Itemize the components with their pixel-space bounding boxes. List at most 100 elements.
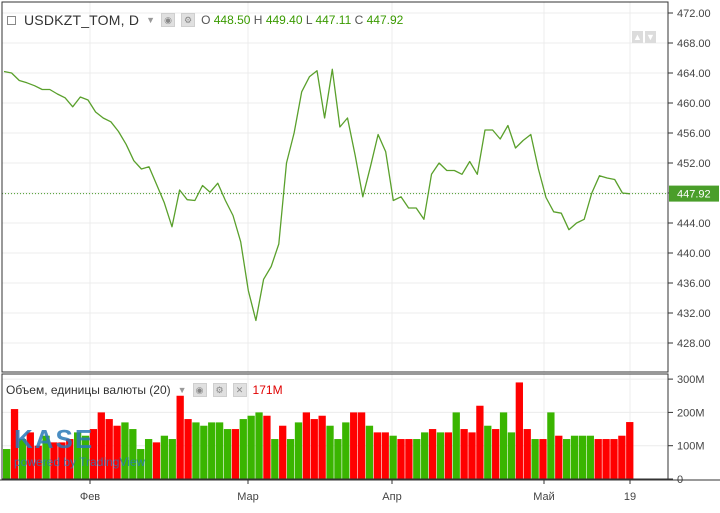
volume-bar[interactable] [129,429,137,479]
volume-bar[interactable] [58,442,66,479]
volume-bar[interactable] [452,412,460,479]
volume-bar[interactable] [523,429,531,479]
volume-bar[interactable] [176,395,184,479]
volume-bar[interactable] [318,415,326,479]
volume-bar[interactable] [279,425,287,479]
volume-bar[interactable] [499,412,508,479]
volume-bar[interactable] [570,435,579,479]
chevron-down-icon[interactable]: ▼ [177,385,187,395]
volume-bar[interactable] [515,382,523,479]
volume-bar[interactable] [578,435,587,479]
volume-bar[interactable] [286,439,295,479]
volume-bar[interactable] [594,439,602,479]
volume-bar[interactable] [626,422,634,479]
volume-bar[interactable] [334,439,342,479]
powered-by-label[interactable]: powered by TradingView [14,455,146,469]
volume-bar[interactable] [231,429,240,479]
volume-bar[interactable] [66,439,74,479]
volume-bar[interactable] [18,439,27,479]
volume-bar[interactable] [192,422,200,479]
volume-bar[interactable] [294,422,303,479]
volume-bar[interactable] [208,422,216,479]
settings-icon[interactable]: ⚙ [212,383,227,397]
volume-bar[interactable] [137,449,145,479]
volume-bar[interactable] [73,432,82,479]
volume-bar[interactable] [602,439,610,479]
volume-bar[interactable] [555,435,563,479]
volume-bar[interactable] [492,429,500,479]
volume-bar[interactable] [239,419,247,479]
volume-bar[interactable] [342,422,350,479]
volume-bar[interactable] [444,432,452,479]
price-tick-label: 472.00 [677,8,711,20]
time-tick-label: Апр [382,491,401,503]
volume-bar[interactable] [484,425,492,479]
volume-bar[interactable] [223,429,232,479]
volume-bar[interactable] [160,435,169,479]
volume-bar[interactable] [50,442,58,479]
volume-bar[interactable] [468,432,476,479]
eye-icon[interactable]: ◉ [192,383,207,397]
symbol-square-icon[interactable] [7,16,16,25]
volume-tick-label: 200M [677,407,705,419]
arrow-up-icon[interactable]: ▲ [632,31,643,43]
volume-bar[interactable] [413,439,421,479]
volume-bar[interactable] [184,419,192,479]
price-line-series[interactable] [3,68,631,322]
volume-bar[interactable] [168,439,176,479]
volume-bar[interactable] [326,425,334,479]
volume-bar[interactable] [144,439,153,479]
volume-bar[interactable] [531,439,539,479]
chevron-down-icon[interactable]: ▼ [146,15,156,25]
volume-bar[interactable] [547,412,555,479]
volume-bar[interactable] [436,432,445,479]
volume-title[interactable]: Объем, единицы валюты (20) [6,383,171,397]
volume-bar[interactable] [476,405,484,479]
volume-bar[interactable] [357,412,366,479]
volume-bar[interactable] [381,432,389,479]
volume-bar[interactable] [10,409,19,479]
volume-bar[interactable] [247,415,255,479]
volume-bar[interactable] [389,435,397,479]
volume-bar[interactable] [405,439,413,479]
settings-icon[interactable]: ⚙ [181,13,196,27]
volume-bar[interactable] [215,422,224,479]
volume-bar[interactable] [563,439,571,479]
volume-bar[interactable] [365,425,374,479]
volume-bar[interactable] [539,439,547,479]
volume-bar[interactable] [271,439,279,479]
volume-bar[interactable] [350,412,358,479]
volume-bar[interactable] [263,415,271,479]
volume-bar[interactable] [507,432,516,479]
volume-bar[interactable] [26,432,34,479]
volume-bar[interactable] [421,432,429,479]
symbol-label[interactable]: USDKZT_TOM, D [24,12,140,28]
volume-bar[interactable] [200,425,208,479]
volume-bar[interactable] [586,435,594,479]
volume-bar[interactable] [42,435,50,479]
volume-bar[interactable] [3,449,11,479]
volume-bar[interactable] [397,439,405,479]
volume-bar[interactable] [121,422,129,479]
volume-bar[interactable] [113,425,121,479]
volume-bar[interactable] [105,419,113,479]
volume-bar[interactable] [428,429,437,479]
eye-icon[interactable]: ◉ [161,13,176,27]
volume-bar[interactable] [618,435,626,479]
arrow-down-icon[interactable]: ▼ [645,31,656,43]
volume-bar[interactable] [460,429,468,479]
volume-bar[interactable] [152,442,161,479]
volume-bar[interactable] [610,439,618,479]
high-value: 449.40 [265,13,303,27]
volume-bar[interactable] [97,412,105,479]
close-icon[interactable]: ✕ [232,383,247,397]
volume-bar[interactable] [302,412,311,479]
volume-bar[interactable] [255,412,263,479]
volume-bar[interactable] [81,435,90,479]
volume-bar[interactable] [310,419,318,479]
volume-bar[interactable] [89,429,98,479]
ohlc-values: O 448.50 H 449.40 L 447.11 C 447.92 [201,13,403,27]
volume-bar[interactable] [373,432,381,479]
volume-bar[interactable] [34,445,42,479]
